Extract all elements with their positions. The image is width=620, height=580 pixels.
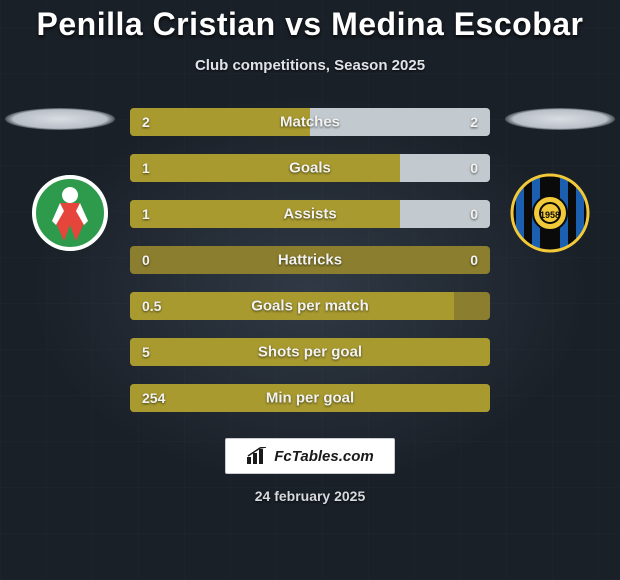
stat-row: Goals per match 0.5	[130, 292, 490, 320]
stat-label: Min per goal	[266, 390, 354, 407]
stat-row: Goals 1 0	[130, 154, 490, 182]
stat-row: Matches 2 2	[130, 108, 490, 136]
comparison-card: Penilla Cristian vs Medina Escobar Club …	[0, 0, 620, 580]
stat-label: Hattricks	[278, 252, 342, 269]
stat-row: Assists 1 0	[130, 200, 490, 228]
stat-bar-left	[130, 154, 400, 182]
stat-label: Shots per goal	[258, 344, 362, 361]
shadow-oval-left	[5, 108, 115, 130]
stat-value-left: 1	[142, 206, 150, 222]
stats-list: Matches22Goals10Assists10Hattricks00Goal…	[130, 108, 490, 412]
stat-value-left: 2	[142, 114, 150, 130]
stat-row: Min per goal 254	[130, 384, 490, 412]
svg-text:1958: 1958	[540, 210, 560, 220]
page-title: Penilla Cristian vs Medina Escobar	[37, 6, 584, 43]
stat-value-right: 0	[470, 160, 478, 176]
stat-value-left: 1	[142, 160, 150, 176]
stats-area: 1958 Matches 2 2 Goals 1 0 Assists 1 0 Hattricks 0…	[0, 108, 620, 412]
crest-right-icon: 1958	[510, 173, 590, 253]
stat-label: Goals per match	[251, 298, 369, 315]
stat-value-left: 0	[142, 252, 150, 268]
stat-label: Matches	[280, 114, 340, 131]
bar-chart-icon	[246, 447, 268, 465]
shadow-oval-right	[505, 108, 615, 130]
subtitle: Club competitions, Season 2025	[195, 57, 425, 74]
footer-brand[interactable]: FcTables.com	[225, 438, 395, 474]
crest-left-icon	[30, 173, 110, 253]
club-crest-right: 1958	[510, 173, 590, 253]
club-crest-left	[30, 173, 110, 253]
stat-value-right: 2	[470, 114, 478, 130]
stat-label: Goals	[289, 160, 331, 177]
stat-row: Shots per goal 5	[130, 338, 490, 366]
stat-value-right: 0	[470, 206, 478, 222]
footer-brand-text: FcTables.com	[274, 448, 373, 465]
date-text: 24 february 2025	[255, 488, 366, 504]
stat-value-right: 0	[470, 252, 478, 268]
stat-value-left: 254	[142, 390, 165, 406]
stat-row: Hattricks 0 0	[130, 246, 490, 274]
stat-bar-left	[130, 200, 400, 228]
stat-label: Assists	[283, 206, 336, 223]
stat-value-left: 0.5	[142, 298, 161, 314]
stat-value-left: 5	[142, 344, 150, 360]
